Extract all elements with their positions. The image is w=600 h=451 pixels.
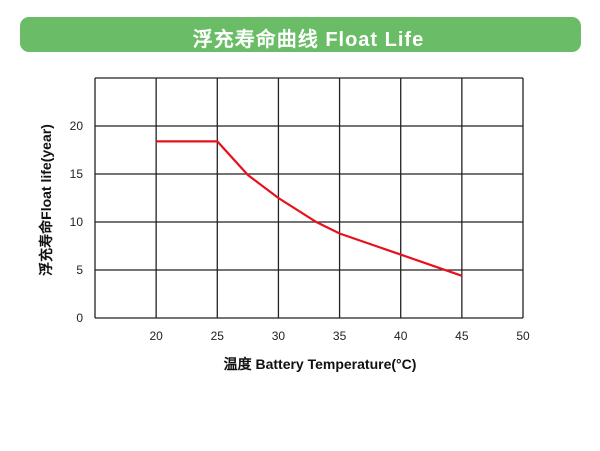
chart-title-bar: 浮充寿命曲线 Float Life — [20, 17, 581, 52]
x-tick-label: 25 — [211, 329, 225, 343]
y-tick-label: 10 — [70, 215, 84, 229]
y-axis-label: 浮充寿命Float life(year) — [38, 124, 54, 276]
x-tick-label: 40 — [394, 329, 408, 343]
x-axis-label: 温度 Battery Temperature(°C) — [224, 356, 417, 372]
y-tick-label: 15 — [70, 167, 84, 181]
y-tick-label: 5 — [76, 263, 83, 277]
chart-title: 浮充寿命曲线 Float Life — [192, 29, 425, 51]
y-tick-label: 0 — [76, 311, 83, 325]
x-tick-label: 30 — [272, 329, 286, 343]
grid — [94, 77, 524, 319]
y-ticks: 0 5 10 15 20 — [70, 119, 84, 325]
x-tick-label: 35 — [333, 329, 347, 343]
y-tick-label: 20 — [70, 119, 84, 133]
x-tick-label: 50 — [516, 329, 530, 343]
x-ticks: 20 25 30 35 40 45 50 — [149, 329, 530, 343]
x-tick-label: 20 — [149, 329, 163, 343]
float-life-line — [156, 140, 463, 277]
x-tick-label: 45 — [455, 329, 469, 343]
